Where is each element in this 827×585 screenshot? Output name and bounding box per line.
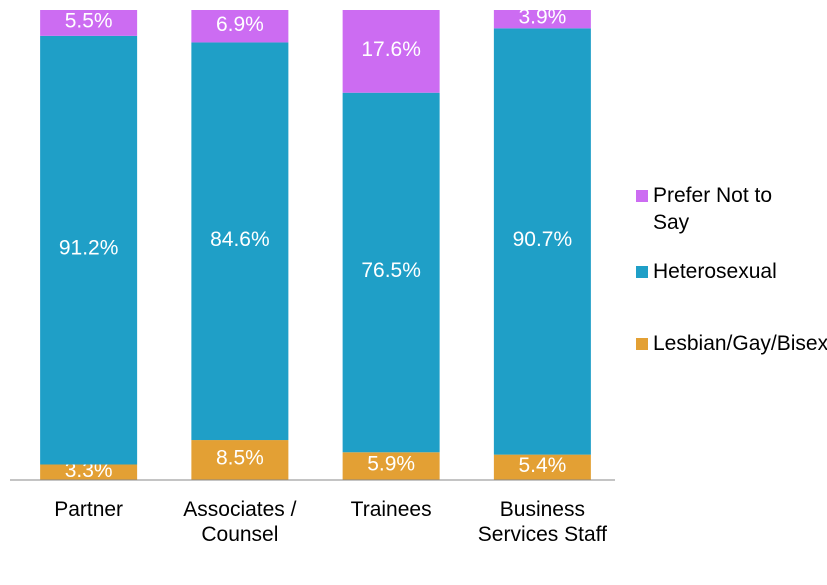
x-tick-label: Trainees xyxy=(350,498,432,521)
legend-swatch xyxy=(636,190,648,202)
bar-segment xyxy=(342,452,440,480)
legend-label: Prefer Not to Say xyxy=(653,184,773,234)
value-label: 17.6% xyxy=(361,38,421,61)
value-label: 3.3% xyxy=(65,459,113,482)
bar-segment xyxy=(342,10,440,93)
bar-segment xyxy=(493,454,591,480)
bar-segment xyxy=(493,28,591,455)
bar-segment xyxy=(493,10,591,29)
x-tick-label: Partner xyxy=(54,498,124,521)
value-label: 5.5% xyxy=(65,9,113,32)
value-label: 76.5% xyxy=(361,259,421,282)
value-label: 3.9% xyxy=(518,6,566,29)
bar-segment xyxy=(191,440,289,480)
bar-segment xyxy=(342,92,440,453)
bar-segment xyxy=(191,10,289,43)
bar-segment xyxy=(191,42,289,441)
legend-item: Prefer Not to Say xyxy=(636,182,816,236)
bar-segment xyxy=(40,35,138,465)
legend-label: Heterosexual xyxy=(653,260,777,283)
value-label: 5.4% xyxy=(518,454,566,477)
value-label: 90.7% xyxy=(513,228,573,251)
legend-swatch xyxy=(636,338,648,350)
value-label: 6.9% xyxy=(216,13,264,36)
bar-segment xyxy=(40,464,138,480)
value-label: 5.9% xyxy=(367,453,415,476)
x-tick-label: Business Services Staff xyxy=(477,498,607,546)
value-label: 84.6% xyxy=(210,228,270,251)
legend-item: Heterosexual xyxy=(636,258,816,285)
bar-segment xyxy=(40,10,138,36)
legend-swatch xyxy=(636,266,648,278)
x-tick-label: Associates / Counsel xyxy=(183,498,297,546)
value-label: 91.2% xyxy=(59,237,119,260)
legend-label: Lesbian/Gay/Bisexual xyxy=(653,332,827,355)
value-label: 8.5% xyxy=(216,447,264,470)
legend-item: Lesbian/Gay/Bisexual xyxy=(636,330,827,357)
